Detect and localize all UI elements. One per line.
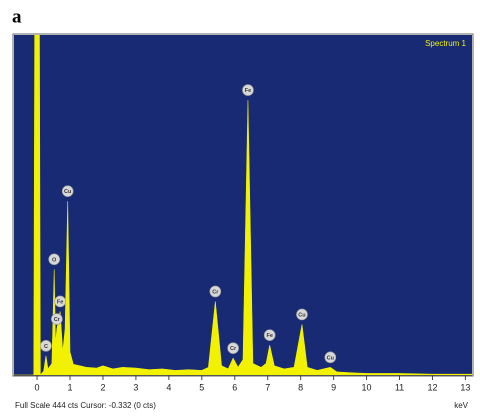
x-tick-label: 11 (395, 382, 404, 392)
x-tick-label: 4 (166, 382, 171, 392)
peak-label: Cr (54, 317, 61, 323)
peak-label: Fe (245, 88, 251, 94)
peak-marker (263, 329, 276, 341)
x-tick-label: 7 (265, 382, 270, 392)
x-unit: keV (454, 401, 468, 410)
peak-marker (242, 84, 254, 96)
plot-area (14, 35, 472, 375)
plot-frame (12, 33, 474, 377)
x-tick-label: 12 (427, 382, 437, 392)
peak-label: Fe (266, 333, 272, 339)
x-tick-label: 9 (331, 382, 336, 392)
peak-marker (209, 285, 222, 298)
peak-label: Cu (298, 312, 305, 318)
peak-marker (54, 295, 66, 308)
peak-label: Cr (230, 346, 237, 352)
peak-label: Cr (212, 289, 219, 295)
x-tick-label: 0 (35, 382, 40, 392)
peak-marker (227, 342, 239, 354)
peak-marker (40, 340, 52, 352)
x-tick-label: 2 (100, 382, 105, 392)
peak-label: Cu (327, 355, 334, 361)
peak-label: C (44, 344, 48, 350)
peak-label: Cu (64, 189, 71, 195)
x-tick-label: 10 (362, 382, 372, 392)
status-text: Full Scale 444 cts Cursor: -0.332 (0 cts… (15, 401, 156, 410)
peak-label: O (52, 257, 57, 263)
x-tick-label: 6 (232, 382, 237, 392)
peak-marker (48, 253, 60, 266)
peak-marker (296, 308, 308, 321)
peak-marker (51, 313, 63, 325)
panel-label: a (12, 6, 22, 27)
spectrum-area (14, 35, 472, 375)
legend-entry: Spectrum 1 (425, 39, 466, 48)
peak-marker (324, 351, 337, 364)
peak-marker (61, 185, 74, 197)
x-tick-label: 5 (199, 382, 204, 392)
x-tick-label: 8 (298, 382, 303, 392)
x-tick-label: 13 (460, 382, 470, 392)
peak-label: Fe (57, 299, 63, 305)
x-tick-label: 3 (133, 382, 138, 392)
spectrum (14, 35, 472, 375)
x-tick-label: 1 (68, 382, 73, 392)
